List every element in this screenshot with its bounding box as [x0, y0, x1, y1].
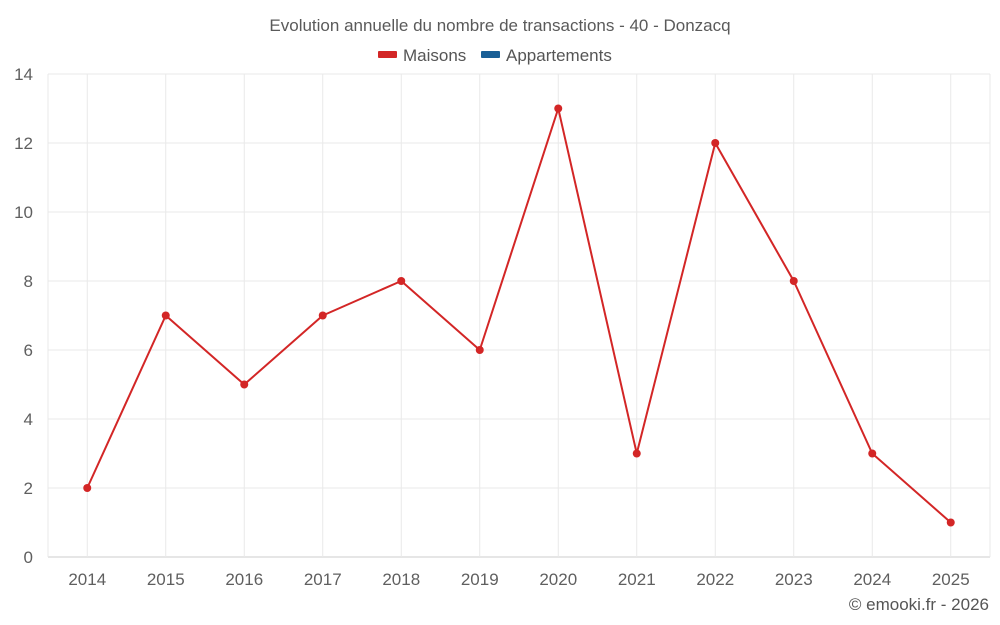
data-point [711, 139, 720, 147]
x-tick-label: 2017 [304, 570, 342, 589]
data-point [475, 346, 484, 354]
y-tick-label: 14 [14, 65, 33, 84]
legend-swatch-maisons[interactable] [378, 51, 397, 58]
data-point [632, 449, 641, 458]
y-tick-label: 2 [24, 479, 33, 498]
data-point [397, 277, 406, 285]
x-tick-label: 2021 [618, 570, 656, 589]
y-tick-label: 0 [24, 548, 33, 567]
grid [47, 73, 991, 558]
credit-text: © emooki.fr - 2026 [849, 595, 989, 614]
x-tick-label: 2025 [932, 570, 970, 589]
x-tick-label: 2018 [382, 570, 420, 589]
y-tick-label: 6 [24, 341, 33, 360]
data-point [83, 484, 92, 492]
legend: Maisons Appartements [378, 46, 612, 65]
data-point [789, 277, 798, 285]
chart-title: Evolution annuelle du nombre de transact… [269, 16, 730, 35]
y-tick-label: 4 [24, 410, 33, 429]
data-point [161, 311, 170, 320]
x-tick-label: 2014 [68, 570, 106, 589]
data-point [868, 449, 877, 458]
data-point [946, 518, 955, 527]
y-tick-label: 10 [14, 203, 33, 222]
x-tick-label: 2023 [775, 570, 813, 589]
x-tick-label: 2022 [696, 570, 734, 589]
series-line-maisons [86, 107, 952, 524]
x-tick-label: 2019 [461, 570, 499, 589]
x-tick-label: 2016 [225, 570, 263, 589]
y-axis-ticks: 0 2 4 6 8 10 12 14 [14, 65, 33, 567]
y-tick-label: 12 [14, 134, 33, 153]
x-tick-label: 2020 [539, 570, 577, 589]
x-tick-label: 2015 [147, 570, 185, 589]
legend-label-appartements[interactable]: Appartements [506, 46, 612, 65]
x-axis-ticks: 2014 2015 2016 2017 2018 2019 2020 2021 2022 2023… [68, 570, 969, 589]
data-point [554, 104, 563, 113]
legend-swatch-appartements[interactable] [481, 51, 500, 58]
legend-label-maisons[interactable]: Maisons [403, 46, 466, 65]
series-layer [83, 104, 955, 527]
data-point [318, 311, 327, 320]
data-point [240, 380, 249, 389]
y-tick-label: 8 [24, 272, 33, 291]
x-tick-label: 2024 [853, 570, 891, 589]
